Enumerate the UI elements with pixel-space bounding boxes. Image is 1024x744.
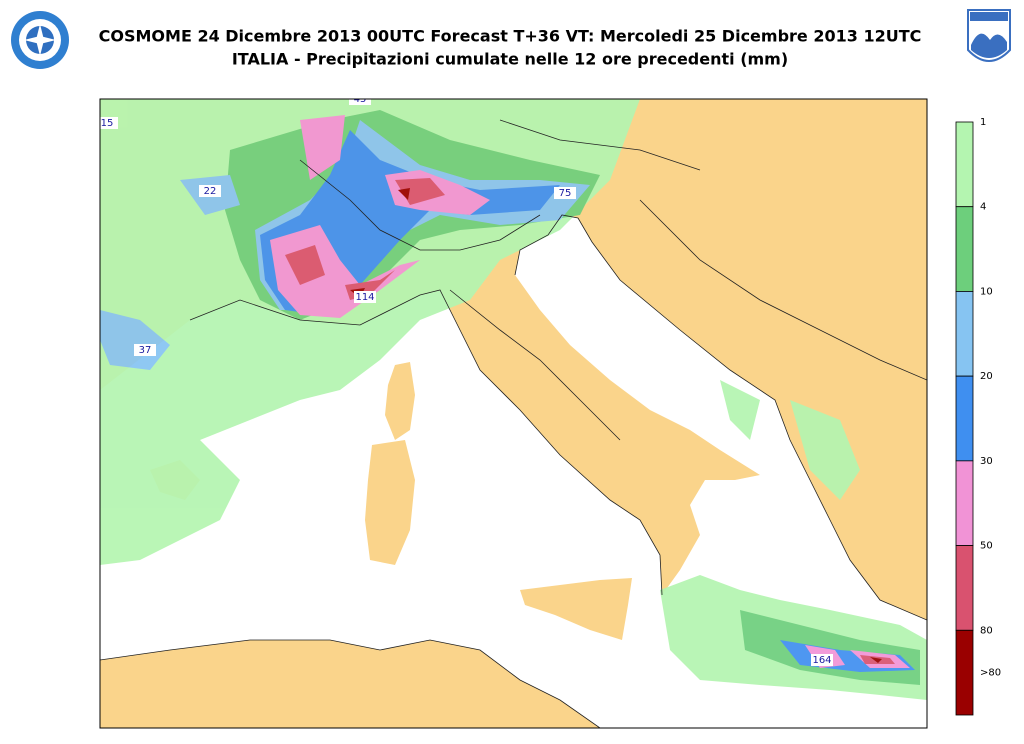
colorbar-label: 10 bbox=[980, 286, 993, 297]
map-label: 164 bbox=[812, 655, 831, 666]
map-label-box bbox=[100, 117, 118, 129]
map-label: 114 bbox=[355, 292, 374, 303]
right-logo bbox=[967, 9, 1011, 62]
subtitle: ITALIA - Precipitazioni cumulate nelle 1… bbox=[232, 50, 788, 69]
map-label-box bbox=[199, 185, 221, 197]
colorbar-label: 4 bbox=[980, 202, 986, 213]
map-label: 22 bbox=[204, 186, 217, 197]
colorbar-label: 80 bbox=[980, 625, 993, 636]
precipitation bbox=[100, 99, 927, 700]
colorbar: 1 4 10 20 30 50 80 >80 bbox=[955, 117, 1001, 716]
colorbar-segment bbox=[955, 545, 974, 631]
map-label-box bbox=[554, 187, 576, 199]
colorbar-segment bbox=[955, 121, 974, 208]
map-frame bbox=[99, 98, 928, 729]
colorbar-segment bbox=[955, 375, 974, 462]
map-label: 37 bbox=[139, 345, 152, 356]
colorbar-label: 50 bbox=[980, 541, 993, 552]
colorbar-label: 20 bbox=[980, 371, 993, 382]
map-label-box bbox=[354, 291, 376, 303]
colorbar-label: 1 bbox=[980, 117, 986, 128]
colorbar-label: >80 bbox=[980, 668, 1001, 679]
map-label: 45 bbox=[354, 94, 367, 105]
map: 45 15 22 75 114 37 164 bbox=[100, 94, 927, 728]
colorbar-segment bbox=[955, 291, 974, 377]
corsica bbox=[385, 362, 415, 440]
colorbar-segment bbox=[955, 460, 974, 546]
sicily bbox=[520, 578, 632, 640]
colorbar-segment bbox=[955, 629, 974, 716]
colorbar-segment bbox=[955, 206, 974, 292]
map-label: 15 bbox=[101, 118, 114, 129]
left-logo bbox=[11, 11, 69, 69]
map-label-box bbox=[349, 99, 371, 105]
borders bbox=[100, 119, 927, 728]
map-label-box bbox=[134, 344, 156, 356]
map-label: 75 bbox=[559, 188, 572, 199]
title: COSMOME 24 Dicembre 2013 00UTC Forecast … bbox=[99, 27, 922, 46]
sardinia bbox=[365, 440, 415, 565]
map-label-box bbox=[811, 654, 833, 666]
colorbar-label: 30 bbox=[980, 456, 993, 467]
